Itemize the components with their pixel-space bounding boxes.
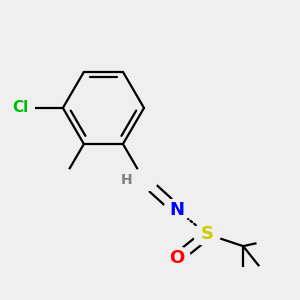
Ellipse shape bbox=[194, 223, 220, 245]
Ellipse shape bbox=[254, 265, 281, 288]
Ellipse shape bbox=[164, 247, 190, 270]
Ellipse shape bbox=[257, 229, 284, 252]
Text: Cl: Cl bbox=[13, 100, 29, 116]
Ellipse shape bbox=[230, 268, 257, 291]
Text: N: N bbox=[169, 201, 184, 219]
Ellipse shape bbox=[49, 169, 76, 191]
Text: H: H bbox=[120, 173, 132, 187]
Text: O: O bbox=[169, 249, 185, 267]
Ellipse shape bbox=[7, 97, 34, 119]
Ellipse shape bbox=[130, 169, 158, 191]
Text: S: S bbox=[201, 225, 214, 243]
Ellipse shape bbox=[164, 199, 190, 221]
